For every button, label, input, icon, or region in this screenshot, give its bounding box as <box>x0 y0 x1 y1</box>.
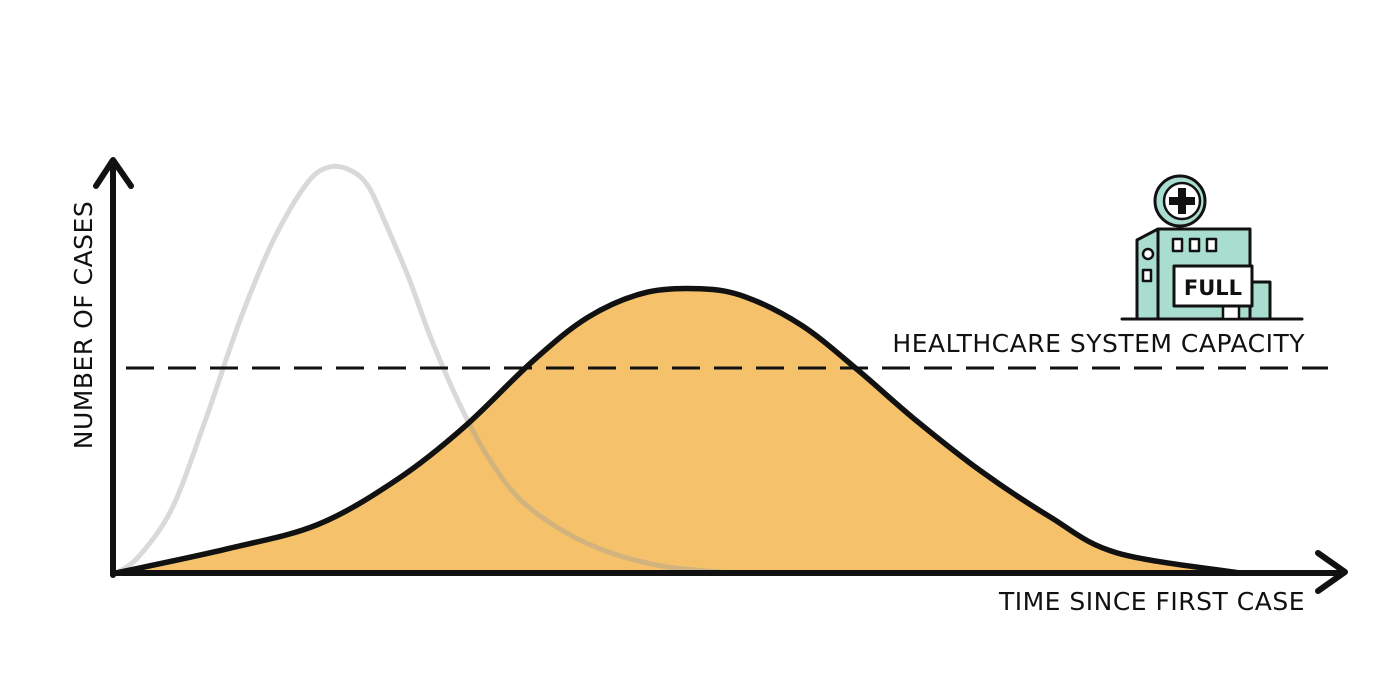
hospital-window <box>1205 237 1218 253</box>
y-axis-label: NUMBER OF CASES <box>69 201 98 449</box>
capacity-label: HEALTHCARE SYSTEM CAPACITY <box>892 329 1305 358</box>
medical-cross-icon <box>1169 188 1195 214</box>
full-sign <box>1172 264 1254 308</box>
x-axis-label: TIME SINCE FIRST CASE <box>998 587 1305 616</box>
flattened-curve-line <box>113 285 1243 576</box>
y-axis-arrowhead <box>93 157 134 189</box>
hospital-window <box>1141 268 1153 283</box>
series-layer <box>113 163 1243 576</box>
hospital-side-cross-badge <box>1141 247 1155 261</box>
unmitigated-curve-line <box>113 163 737 576</box>
hospital-window <box>1188 237 1201 253</box>
hospital-icon <box>1120 174 1304 321</box>
full-sign-text: FULL <box>1184 276 1242 300</box>
hospital-window <box>1171 237 1184 253</box>
x-axis-arrowhead <box>1315 550 1348 594</box>
flattened-curve-area <box>116 288 1240 573</box>
